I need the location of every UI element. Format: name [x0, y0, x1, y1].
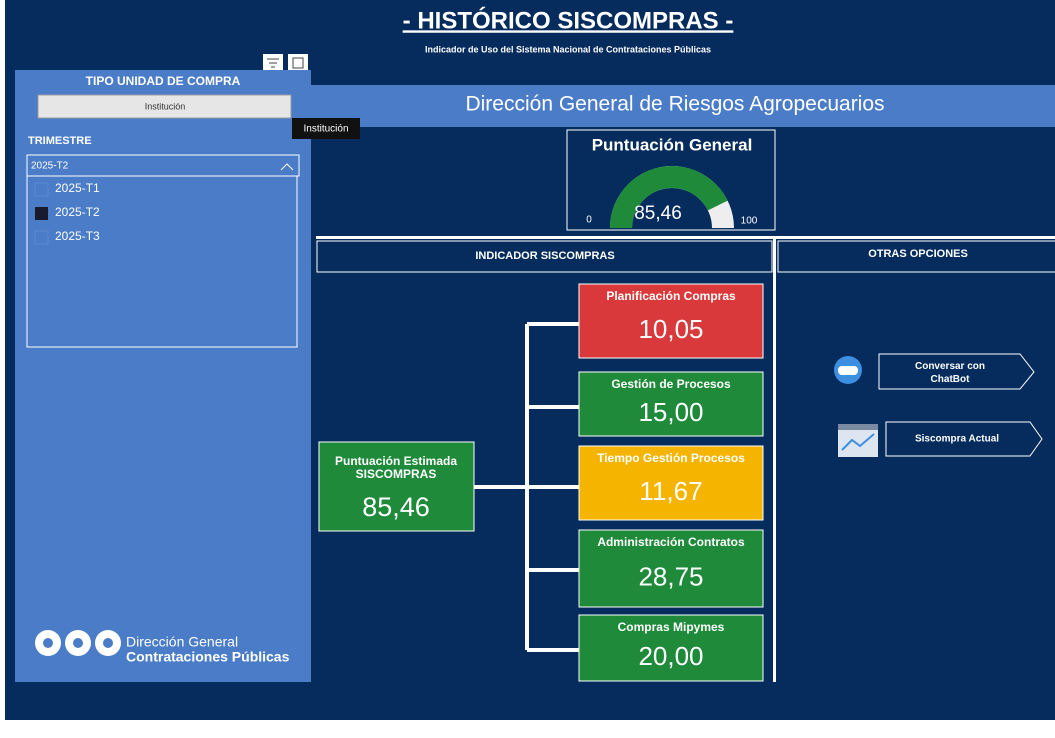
checkbox-checked: [35, 207, 48, 220]
logo: [35, 630, 121, 656]
logo-line1: Dirección General: [126, 634, 238, 650]
filter-glyph: [267, 58, 279, 68]
gauge-max: 100: [741, 216, 758, 227]
unit-label: TIPO UNIDAD DE COMPRA: [86, 74, 241, 88]
card-value: 10,05: [638, 314, 703, 344]
card-label: Compras Mipymes: [618, 620, 725, 634]
chatbot-face: [838, 366, 858, 375]
score-card: [578, 529, 764, 608]
banner-text: Dirección General de Riesgos Agropecuari…: [465, 93, 884, 116]
card-label: Administración Contratos: [597, 535, 745, 549]
tooltip-text: Institución: [303, 124, 348, 135]
quarter-selected: 2025-T2: [31, 161, 69, 172]
checkbox: [34, 230, 49, 245]
card-value: 28,75: [638, 561, 703, 591]
tooltip: [292, 118, 360, 139]
connector: [474, 322, 579, 652]
score-card: [578, 283, 764, 359]
subtitle: Indicador de Uso del Sistema Nacional de…: [425, 44, 711, 54]
quarter-option: 2025-T2: [55, 205, 100, 219]
score-card: [578, 614, 764, 682]
chatbot-button-text: Conversar con ChatBot: [915, 361, 985, 385]
quarter-option: 2025-T1: [55, 181, 100, 195]
focus-glyph: [292, 57, 304, 69]
gauge-fill: [610, 166, 728, 228]
gauge-min: 0: [586, 215, 592, 226]
chevron: [280, 163, 294, 171]
estimate-label: Puntuación Estimada SISCOMPRAS: [335, 454, 457, 481]
unit-button-text: Institución: [145, 101, 186, 111]
siscompra-button[interactable]: [885, 421, 1043, 457]
section-header: [777, 240, 1055, 273]
gauge-value: 85,46: [634, 203, 682, 224]
estimate-card: [318, 441, 475, 532]
logo-line2: Contrataciones Públicas: [126, 649, 290, 665]
sidebar: [15, 70, 311, 682]
banner: [311, 85, 1055, 127]
quarter-label: TRIMESTRE: [28, 135, 92, 147]
gauge-title: Puntuación General: [592, 135, 753, 154]
calendar-top: [838, 424, 878, 430]
estimate-value: 85,46: [362, 492, 430, 522]
score-card: [578, 445, 764, 521]
quarter-option: 2025-T3: [55, 229, 100, 243]
siscompra-button-text: Siscompra Actual: [915, 434, 999, 445]
score-card: [578, 371, 764, 437]
quarter-list: [26, 175, 298, 348]
divider: [316, 236, 1055, 239]
card-label: Planificación Compras: [606, 289, 736, 303]
checkbox: [34, 182, 49, 197]
card-label: Tiempo Gestión Procesos: [597, 451, 745, 465]
card-label: Gestión de Procesos: [611, 377, 731, 391]
card-value: 11,67: [639, 476, 702, 506]
section-header: [316, 240, 773, 273]
title: - HISTÓRICO SISCOMPRAS -: [403, 6, 734, 34]
chatbot-button[interactable]: [878, 353, 1035, 390]
unit-button[interactable]: [37, 94, 292, 119]
section-text: OTRAS OPCIONES: [868, 248, 968, 260]
calendar-line: [841, 433, 875, 451]
focus-icon[interactable]: [288, 54, 308, 72]
section-text: INDICADOR SISCOMPRAS: [475, 250, 614, 262]
card-value: 15,00: [638, 397, 703, 427]
divider: [773, 236, 776, 682]
card-value: 20,00: [638, 641, 703, 671]
